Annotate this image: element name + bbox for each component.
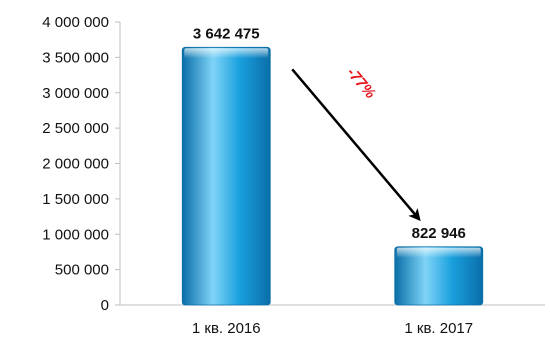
bar	[181, 46, 271, 306]
bar-highlight	[396, 247, 481, 258]
data-labels: 3 642 475 822 946	[193, 25, 466, 241]
category-label: 1 кв. 2017	[404, 320, 473, 337]
y-tick-label: 1 500 000	[42, 191, 109, 208]
category-label: 1 кв. 2016	[192, 320, 261, 337]
bar-data-label: 3 642 475	[193, 25, 260, 42]
bar	[394, 246, 484, 306]
y-tick-label: 1 000 000	[42, 226, 109, 243]
decline-percent-label: -77%	[343, 64, 379, 102]
bar-data-label: 822 946	[412, 225, 466, 242]
y-tick-label: 3 500 000	[42, 49, 109, 66]
y-tick-label: 2 500 000	[42, 120, 109, 137]
decline-arrow	[291, 68, 421, 222]
bars	[181, 46, 484, 306]
y-tick-label: 3 000 000	[42, 85, 109, 102]
category-labels: 1 кв. 2016 1 кв. 2017	[192, 320, 473, 337]
y-tick-label: 500 000	[55, 262, 109, 279]
bar-highlight	[184, 48, 269, 59]
y-tick-label: 2 000 000	[42, 156, 109, 173]
y-axis-ticks: 0 500 000 1 000 000 1 500 000 2 000 000 2 500…	[42, 14, 120, 314]
y-tick-label: 4 000 000	[42, 14, 109, 31]
y-tick-label: 0	[101, 297, 109, 314]
